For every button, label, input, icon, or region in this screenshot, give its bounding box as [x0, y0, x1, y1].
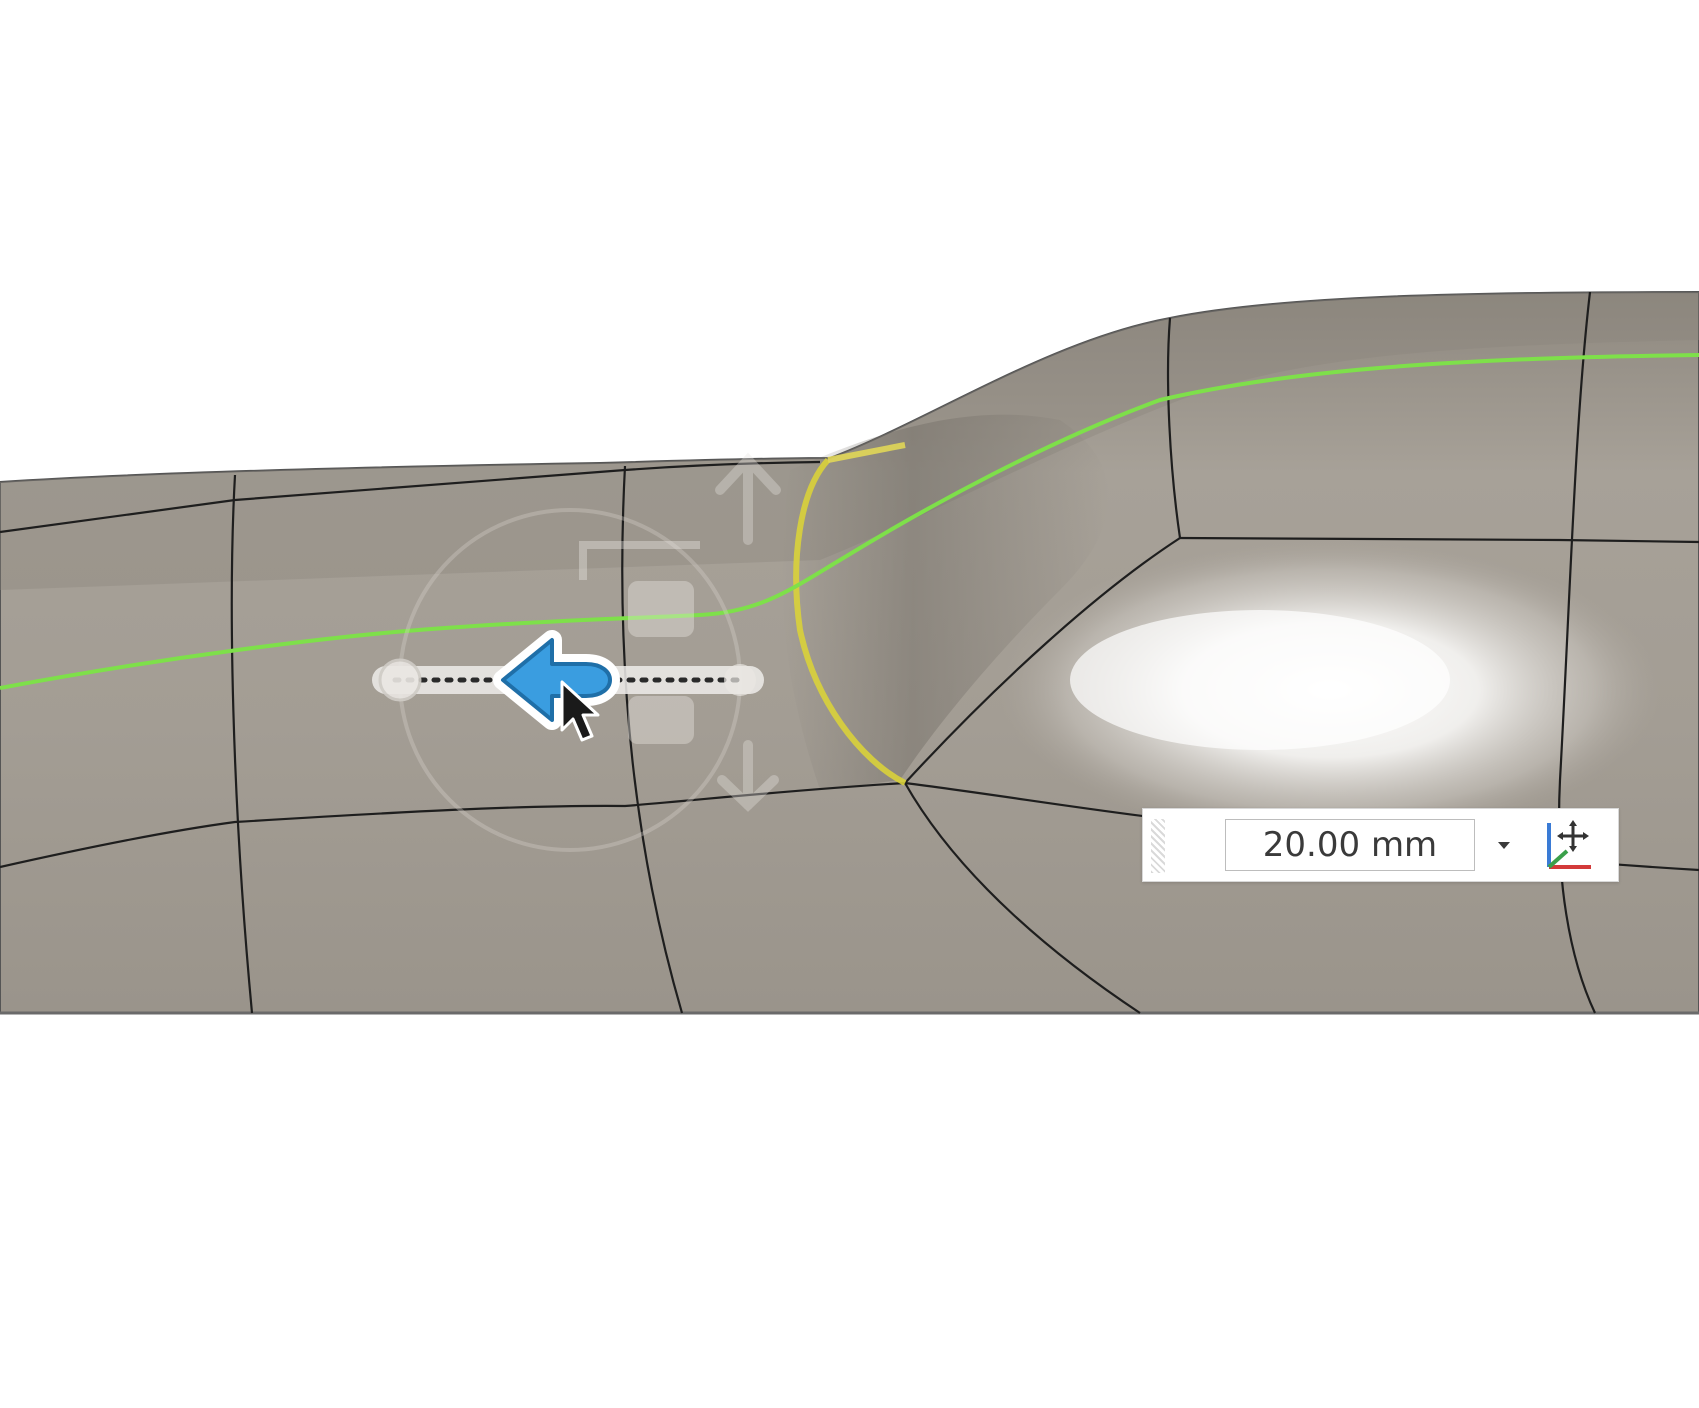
surface-highlight-inner [1070, 610, 1450, 750]
selected-edge[interactable] [793, 457, 907, 786]
drag-grip[interactable] [1151, 819, 1165, 873]
dimension-input-box [1142, 808, 1619, 882]
upper-shade [0, 292, 1699, 590]
coordinate-triad-icon[interactable] [1535, 817, 1595, 875]
mouse-pointer-icon [560, 680, 600, 742]
green-curve[interactable] [0, 353, 1699, 690]
dimension-value-input[interactable] [1225, 819, 1475, 871]
transition-shade [781, 414, 1109, 790]
move-manipulator[interactable] [372, 452, 781, 852]
chevron-down-icon[interactable] [1489, 823, 1519, 867]
selected-edge-tip [827, 442, 906, 463]
move-arrow-icon[interactable] [493, 630, 620, 730]
